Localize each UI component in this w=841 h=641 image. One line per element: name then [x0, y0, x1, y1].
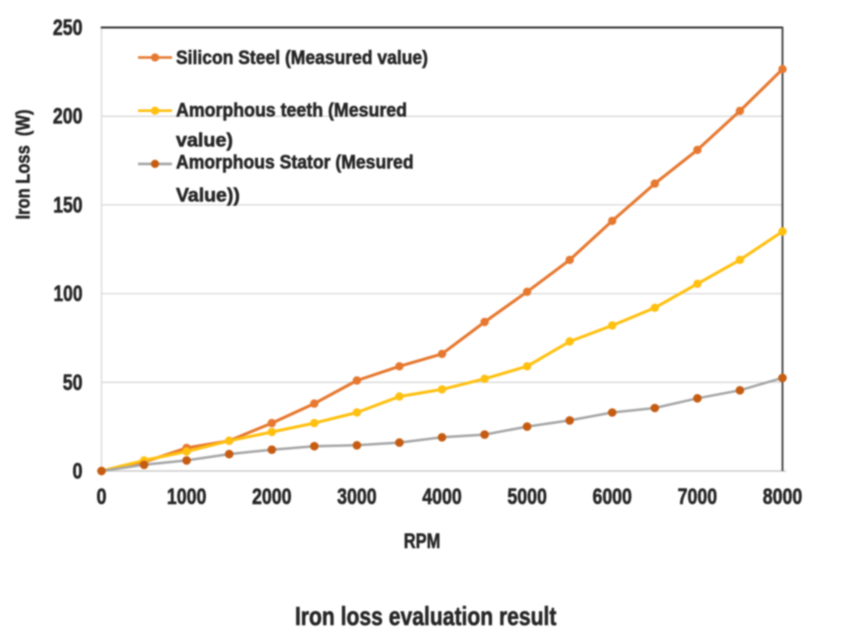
svg-text:0: 0 [73, 459, 83, 484]
svg-text:8000: 8000 [763, 484, 803, 509]
svg-text:7000: 7000 [678, 484, 718, 509]
svg-text:100: 100 [54, 281, 83, 306]
svg-text:4000: 4000 [422, 484, 462, 509]
svg-text:150: 150 [53, 192, 82, 217]
svg-text:6000: 6000 [592, 484, 632, 509]
svg-text:3000: 3000 [337, 484, 377, 509]
svg-text:Amorphous teeth (Mesured: Amorphous teeth (Mesured [176, 100, 407, 122]
svg-text:Amorphous Stator (Mesured: Amorphous Stator (Mesured [176, 151, 414, 173]
svg-text:Value)): Value)) [176, 184, 240, 206]
svg-text:RPM: RPM [404, 530, 441, 553]
svg-text:Iron loss evaluation result: Iron loss evaluation result [295, 601, 557, 631]
svg-text:2000: 2000 [252, 484, 292, 509]
svg-text:Iron Loss (W): Iron Loss (W) [13, 110, 35, 220]
svg-text:50: 50 [63, 370, 83, 395]
svg-text:250: 250 [53, 15, 83, 40]
svg-text:0: 0 [97, 484, 107, 509]
svg-text:Silicon Steel (Measured value): Silicon Steel (Measured value) [176, 47, 428, 69]
svg-text:200: 200 [53, 104, 83, 129]
svg-text:value): value) [176, 129, 233, 151]
svg-text:1000: 1000 [167, 484, 207, 509]
svg-text:5000: 5000 [507, 484, 547, 509]
